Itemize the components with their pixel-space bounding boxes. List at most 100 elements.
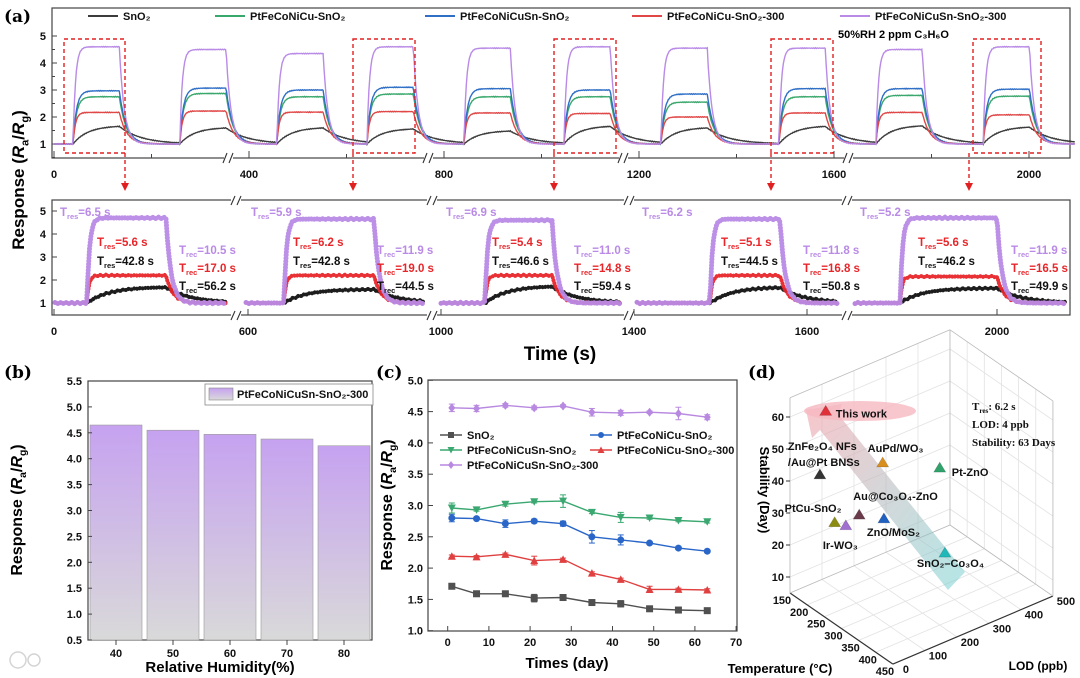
data-point-label: This work [836, 408, 888, 420]
data-point-marker [938, 546, 952, 558]
x-tick-label: 350 [841, 642, 859, 654]
highlight-ellipse [804, 401, 916, 421]
data-point [501, 590, 509, 598]
z-axis-title: Stability (Day) [757, 447, 772, 534]
axis-break-gap [231, 311, 241, 319]
axis-break-gap [624, 196, 634, 204]
series-line [451, 500, 708, 523]
z-tick-label: 60 [772, 412, 784, 424]
axis-break-mark [230, 310, 236, 321]
data-point-label: AuPd/WO₃ [868, 443, 924, 455]
legend-marker [598, 432, 604, 438]
panel-label-d: (d) [748, 363, 776, 383]
data-point-label: PtCu-SnO₂ [785, 503, 842, 515]
data-point [448, 514, 456, 522]
x-tick-label: 1000 [429, 326, 453, 338]
panel-a-bottom-plot: Time (s) 1 2 3 4 5 0 600 1000 1400 1600 2000 Tres=6… [40, 195, 1071, 365]
data-point [587, 508, 596, 517]
x-tick-label: 30 [565, 637, 577, 649]
axis-break-gap [224, 155, 233, 161]
grid-line [885, 551, 990, 624]
response-time-label: Tres=46.2 s [918, 256, 975, 270]
y-tick-label: 5 [40, 206, 46, 218]
axis-break-mark [228, 152, 234, 164]
y-tick-label: 5 [40, 31, 46, 43]
axis-break-mark [432, 310, 438, 321]
recovery-time-label: Trec=44.5 s [377, 281, 434, 295]
y-tick-label: 0.5 [67, 635, 82, 647]
panel-a-top-plot: 50%RH 2 ppm C₃H₆O 1 2 3 4 5 0 400 800 1200 1600 20… [40, 7, 1076, 191]
data-point [530, 556, 539, 565]
legend-label: PtFeCoNiCuSn-SnO₂-300 [467, 460, 598, 472]
recovery-time-label: Trec=11.9 s [1011, 245, 1067, 259]
axis-break-gap [427, 196, 437, 204]
data-point-marker [876, 456, 890, 468]
data-point [617, 408, 625, 418]
x-tick-label: 0 [445, 637, 451, 649]
response-time-label: Tres=5.4 s [492, 237, 543, 251]
legend-marker [447, 447, 455, 454]
x-tick-label: 1600 [795, 326, 819, 338]
axis-break-gap [427, 311, 437, 319]
highlight-box [770, 38, 834, 154]
legend-label: PtFeCoNiCu-SnO₂ [250, 11, 345, 23]
data-point-label: SnO₂–Co₃O₄ [917, 558, 984, 570]
x-tick-label: 150 [773, 595, 791, 607]
axis-break-mark [422, 152, 428, 164]
data-point [472, 552, 481, 561]
response-time-label: Tres=42.8 s [293, 256, 350, 270]
data-point [617, 536, 625, 544]
data-point-marker [877, 512, 891, 524]
data-point [559, 520, 567, 528]
info-text: Tres: 6.2 s [972, 401, 1016, 415]
y-tick-label: 1.0 [67, 609, 82, 621]
x-tick-label: 200 [790, 607, 808, 619]
response-time-label: Tres=5.6 s [97, 237, 148, 251]
y-tick-label: 1.0 [408, 626, 423, 638]
series-line [451, 553, 708, 591]
legend-label: PtFeCoNiCuSn-SnO₂ [460, 11, 569, 23]
y-tick-label: 1 [40, 139, 46, 151]
data-point [447, 504, 456, 513]
data-point-label: Au@Co₃O₄-ZnO [853, 491, 938, 503]
y-tick-label: 3.5 [408, 469, 423, 481]
y-tick-label: 2.0 [408, 563, 423, 575]
data-point [645, 585, 654, 593]
axis-break-mark [426, 195, 432, 206]
plot-frame [51, 7, 1071, 159]
z-tick-label: 40 [772, 476, 784, 488]
panel-label-a: (a) [4, 7, 31, 27]
data-point [674, 606, 682, 614]
data-point-label: Pt-ZnO [952, 467, 989, 479]
y-tick-label: 500 [1057, 596, 1075, 608]
x-tick-label: 0 [51, 326, 57, 338]
x-tick-label: 2000 [985, 326, 1009, 338]
axis-break-mark [617, 152, 623, 164]
watermark-logo [9, 651, 41, 669]
bar [203, 434, 257, 641]
data-point [703, 412, 711, 422]
data-point [501, 520, 509, 528]
series-points-purple [634, 215, 841, 308]
response-time-label: Tres=42.8 s [97, 256, 154, 270]
x-tick-label: 50 [167, 648, 179, 660]
x-tick-label: 80 [338, 648, 350, 660]
grid-line [789, 412, 951, 482]
x-axis-title: Time (s) [524, 344, 597, 365]
data-point [674, 544, 682, 552]
legend-label: PtFeCoNiCuSn-SnO₂-300 [875, 11, 1006, 23]
data-point-label: Ir-WO₃ [823, 540, 858, 552]
series-line [451, 404, 708, 418]
axis-edge [949, 524, 1054, 597]
arrow-down-icon [550, 183, 558, 191]
recovery-time-label: Trec=59.4 s [574, 281, 631, 295]
y-tick-label: 5.5 [67, 376, 82, 388]
axis-break-mark [629, 195, 635, 206]
x-tick-label: 60 [689, 637, 701, 649]
legend-label: SnO₂ [467, 430, 495, 442]
data-point [447, 552, 456, 560]
x-tick-label: 2000 [1017, 169, 1041, 181]
y-tick-label: 4 [40, 229, 47, 241]
data-point [587, 569, 596, 577]
series-points-purple [852, 213, 1069, 307]
